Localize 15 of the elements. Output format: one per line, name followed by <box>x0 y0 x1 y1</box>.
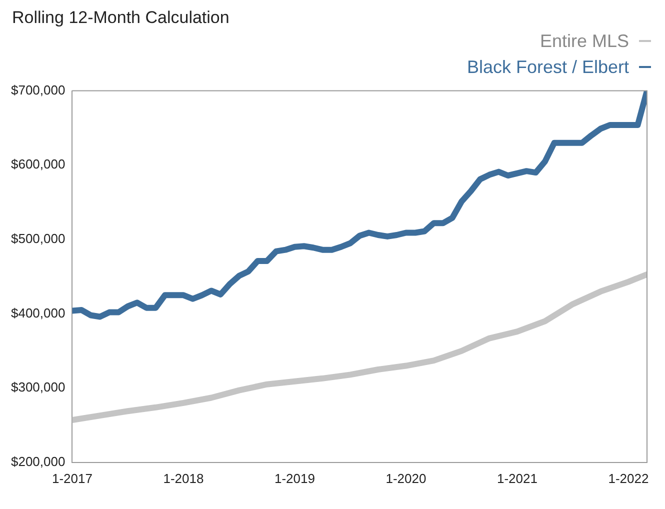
x-tick-label: 1-2018 <box>163 470 204 486</box>
x-tick-label: 1-2021 <box>496 470 538 486</box>
y-tick-label: $400,000 <box>10 305 66 320</box>
x-tick-label: 1-2019 <box>274 470 315 486</box>
chart-title: Rolling 12-Month Calculation <box>12 8 230 28</box>
x-tick-label: 1-2022 <box>608 470 649 486</box>
y-tick-label: $600,000 <box>10 156 66 172</box>
y-tick-label: $300,000 <box>10 380 66 395</box>
legend-label: Entire MLS <box>540 30 629 53</box>
y-tick-label: $700,000 <box>10 82 66 98</box>
y-tick-label: $500,000 <box>10 231 66 246</box>
x-tick-label: 1-2017 <box>52 470 92 486</box>
x-tick-label: 1-2020 <box>386 470 426 486</box>
y-tick-label: $200,000 <box>10 454 66 469</box>
legend-label: Black Forest / Elbert <box>466 56 629 79</box>
